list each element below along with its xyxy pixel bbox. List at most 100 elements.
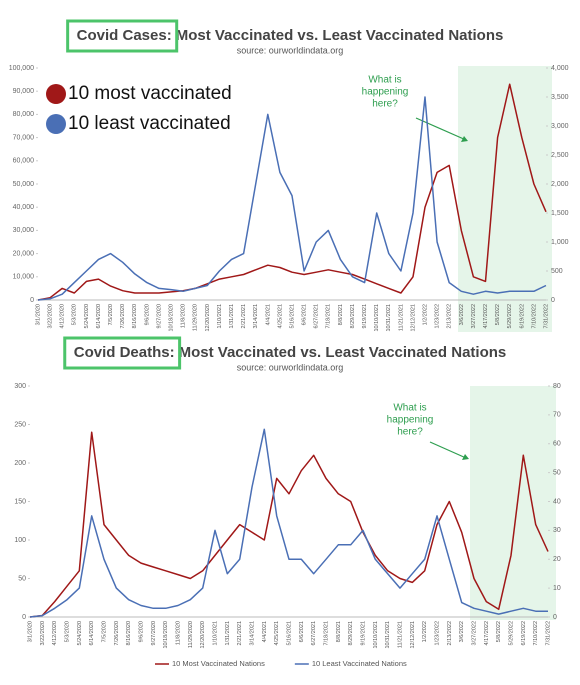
x-tick-label: 1/2/2022 [423,304,429,325]
subtitle: source: ourworldindata.org [237,45,344,55]
x-tick-label: 5/16/2021 [289,304,295,328]
x-tick-label: 2/13/2022 [447,304,453,328]
x-tick-label: 3/14/2021 [253,304,259,328]
x-tick-label: 3/27/2022 [471,621,477,645]
x-tick-label: 8/29/2021 [350,304,356,328]
x-tick-label: 11/29/2020 [193,304,199,331]
x-tick-label: 10/10/2021 [373,621,379,649]
x-tick-label: 7/5/2020 [108,304,114,325]
chart-title: Most Vaccinated vs. Least Vaccinated Nat… [176,27,504,44]
x-tick-label: 3/22/2020 [48,304,54,328]
y-tick-label: 80,000 [13,111,35,118]
title-box [63,336,182,370]
annotation-arrow [429,441,467,459]
x-tick-label: 2/21/2021 [241,304,247,328]
x-tick-label: 3/27/2022 [471,304,477,328]
x-tick-label: 6/14/2020 [89,621,95,645]
x-tick-label: 6/19/2022 [521,621,527,645]
y-tick-label: 50,000 [13,181,35,188]
x-tick-label: 8/8/2021 [338,304,344,325]
y2-tick-label: 3,500 [551,94,569,101]
x-tick-label: 1/10/2021 [212,621,218,645]
x-tick-label: 10/31/2021 [385,621,391,649]
y-tick-label: 60,000 [13,158,35,165]
series-line [37,96,547,301]
x-tick-label: 3/1/2020 [27,621,33,642]
y-tick-label: 20,000 [13,250,35,257]
x-tick-label: 7/18/2021 [326,304,332,328]
x-tick-label: 3/1/2020 [35,304,41,325]
x-tick-label: 6/27/2021 [311,621,317,645]
x-tick-label: 1/10/2021 [217,304,223,328]
x-tick-label: 7/26/2020 [114,621,120,645]
x-tick-label: 10/31/2021 [386,304,392,332]
x-tick-label: 12/20/2020 [200,621,206,649]
x-tick-label: 4/25/2021 [277,304,283,328]
y-tick-label: 10,000 [13,274,35,281]
x-tick-label: 5/29/2022 [508,621,514,645]
x-tick-label: 5/16/2021 [286,621,292,645]
y2-tick-label: 1,500 [551,210,569,217]
x-tick-label: 7/26/2020 [120,304,126,328]
legend-label: 10 least vaccinated [68,113,231,134]
x-tick-label: 11/29/2020 [188,621,194,648]
y2-tick-label: 2,500 [551,152,569,159]
x-tick-label: 12/12/2021 [410,621,416,649]
x-tick-label: 6/27/2021 [314,304,320,328]
x-tick-label: 5/8/2022 [495,304,501,325]
x-tick-label: 9/6/2020 [144,304,150,325]
y-tick-label: 30,000 [13,227,35,234]
arrow-head [461,136,468,142]
y2-tick-label: 30 [553,527,561,534]
x-tick-label: 7/31/2022 [545,621,551,645]
annotation: What is [393,403,426,414]
y-tick-label: 0 [30,297,34,304]
y2-tick-label: 500 [551,268,563,275]
y2-tick-label: 60 [553,441,561,448]
x-tick-label: 9/19/2021 [362,304,368,328]
x-tick-label: 4/4/2021 [265,304,271,325]
x-tick-label: 1/31/2021 [225,621,231,645]
x-tick-label: 1/23/2022 [434,621,440,645]
x-tick-label: 11/21/2021 [397,621,403,648]
y2-tick-label: 2,000 [551,181,569,188]
y-tick-label: 100,000 [9,65,34,72]
y2-tick-label: 50 [553,469,561,476]
y-tick-label: 70,000 [13,134,35,141]
x-tick-label: 10/18/2020 [163,621,169,649]
y-tick-label: 40,000 [13,204,35,211]
x-tick-label: 7/31/2022 [543,304,549,328]
y2-tick-label: 80 [553,383,561,390]
x-tick-label: 9/19/2021 [360,621,366,645]
x-tick-label: 6/6/2021 [299,621,305,642]
x-tick-label: 2/13/2022 [447,621,453,645]
title-label: Covid Deaths: [74,344,175,361]
legend-label: 10 most vaccinated [68,83,232,104]
y-tick-label: 0 [22,614,26,621]
x-tick-label: 11/8/2020 [181,304,187,328]
x-tick-label: 4/17/2022 [483,304,489,328]
legend-label: 10 Least Vaccinated Nations [312,659,407,668]
y2-tick-label: 1,000 [551,239,569,246]
x-tick-label: 8/8/2021 [336,621,342,642]
x-tick-label: 5/24/2020 [84,304,90,328]
x-tick-label: 11/8/2020 [175,621,181,645]
x-tick-label: 12/20/2020 [205,304,211,332]
x-tick-label: 7/10/2022 [531,304,537,328]
chart-title: Most Vaccinated vs. Least Vaccinated Nat… [179,344,507,361]
x-tick-label: 8/16/2020 [132,304,138,328]
highlight-region [470,386,556,620]
arrow-head [462,454,469,460]
x-tick-label: 1/23/2022 [435,304,441,328]
x-tick-label: 2/21/2021 [237,621,243,645]
y2-tick-label: 0 [551,297,555,304]
y2-tick-label: 3,000 [551,123,569,130]
legend-marker [46,114,66,134]
annotation: here? [372,99,398,110]
x-tick-label: 9/27/2020 [151,621,157,645]
title-box [66,19,179,53]
annotation: What is [368,75,401,86]
x-tick-label: 4/12/2020 [52,621,58,645]
